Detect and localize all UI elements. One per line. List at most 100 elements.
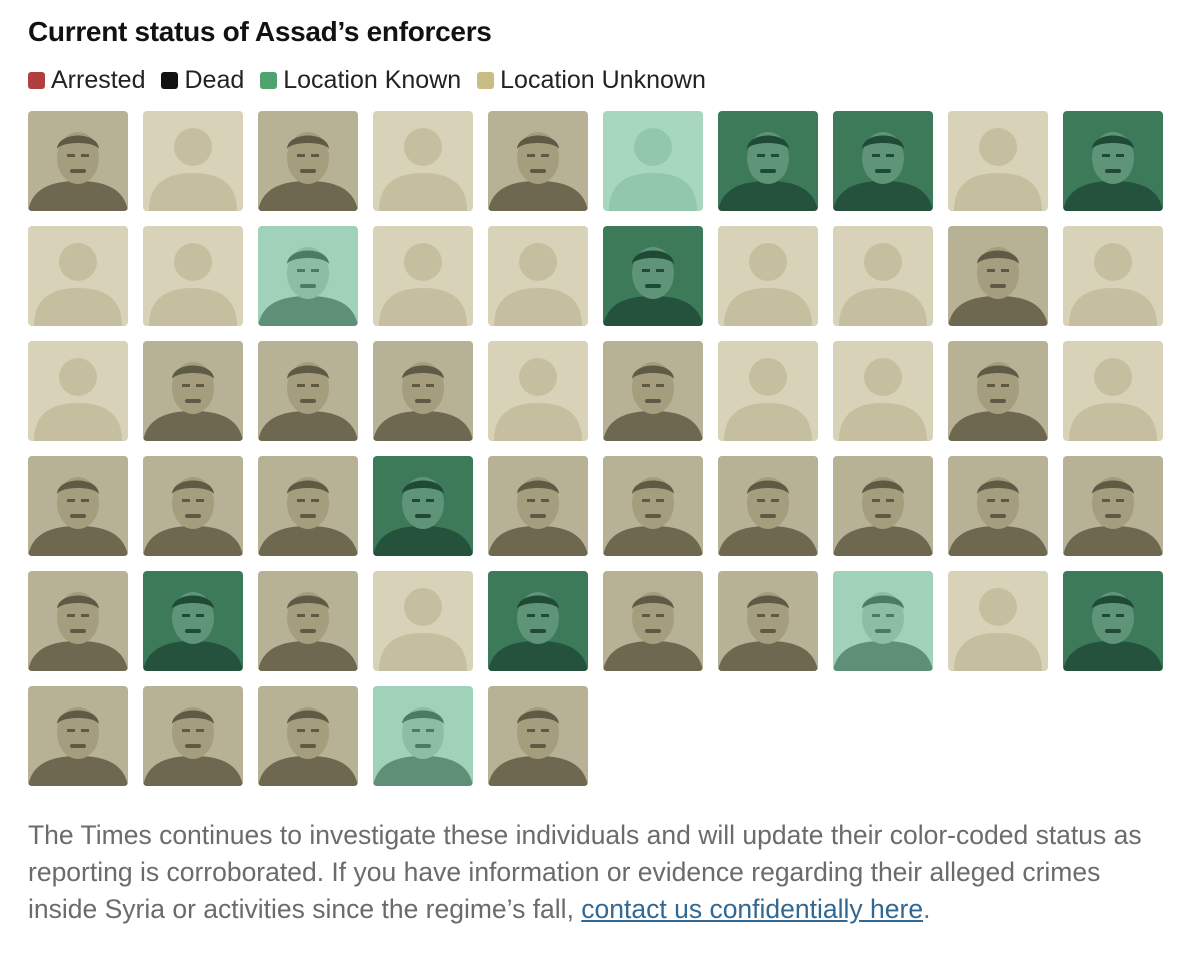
portrait-image-icon xyxy=(718,226,818,326)
placeholder-portrait-unknown xyxy=(833,341,933,441)
placeholder-portrait-unknown xyxy=(373,571,473,671)
portrait-image-icon xyxy=(833,341,933,441)
portrait-image-icon xyxy=(833,226,933,326)
placeholder-portrait-unknown xyxy=(948,111,1048,211)
footnote-text: The Times continues to investigate these… xyxy=(28,820,1142,924)
placeholder-portrait-unknown xyxy=(1063,341,1163,441)
legend-swatch-dead xyxy=(161,72,179,89)
portrait-location-unknown xyxy=(1063,456,1163,556)
portrait-location-unknown xyxy=(948,226,1048,326)
legend-swatch-location-known xyxy=(260,72,278,89)
portrait-location-unknown xyxy=(28,456,128,556)
portrait-image-icon xyxy=(1063,571,1163,671)
portrait-location-known xyxy=(718,111,818,211)
portrait-image-icon xyxy=(28,571,128,671)
portrait-location-known xyxy=(373,686,473,786)
portrait-location-known xyxy=(1063,571,1163,671)
portrait-image-icon xyxy=(488,571,588,671)
status-legend: Arrested Dead Location Known Location Un… xyxy=(28,66,722,95)
portrait-image-icon xyxy=(143,341,243,441)
portrait-location-unknown xyxy=(258,571,358,671)
portrait-location-known xyxy=(373,456,473,556)
placeholder-portrait-unknown xyxy=(28,341,128,441)
legend-item-dead: Dead xyxy=(161,66,244,95)
portrait-location-unknown xyxy=(28,571,128,671)
portrait-image-icon xyxy=(143,111,243,211)
legend-swatch-location-unknown xyxy=(477,72,495,89)
portrait-location-unknown xyxy=(143,686,243,786)
portrait-location-unknown xyxy=(143,456,243,556)
placeholder-portrait-unknown xyxy=(373,226,473,326)
placeholder-portrait-unknown xyxy=(718,341,818,441)
legend-item-arrested: Arrested xyxy=(28,66,145,95)
portrait-image-icon xyxy=(603,111,703,211)
portrait-image-icon xyxy=(373,111,473,211)
portrait-location-unknown xyxy=(603,456,703,556)
portrait-location-unknown xyxy=(143,341,243,441)
portrait-location-unknown xyxy=(488,686,588,786)
portrait-image-icon xyxy=(143,456,243,556)
legend-label-location-known: Location Known xyxy=(283,66,462,94)
portrait-image-icon xyxy=(28,456,128,556)
placeholder-portrait-unknown xyxy=(488,341,588,441)
portrait-image-icon xyxy=(488,226,588,326)
portrait-image-icon xyxy=(143,226,243,326)
portrait-location-unknown xyxy=(833,456,933,556)
chart-title: Current status of Assad’s enforcers xyxy=(28,16,492,47)
contact-link[interactable]: contact us confidentially here xyxy=(581,894,924,924)
portrait-location-known xyxy=(488,571,588,671)
portrait-image-icon xyxy=(718,341,818,441)
portrait-image-icon xyxy=(948,226,1048,326)
portrait-image-icon xyxy=(948,341,1048,441)
placeholder-portrait-unknown xyxy=(28,226,128,326)
portrait-image-icon xyxy=(833,111,933,211)
placeholder-portrait-unknown xyxy=(143,111,243,211)
portrait-image-icon xyxy=(28,686,128,786)
portrait-location-unknown xyxy=(948,456,1048,556)
portrait-image-icon xyxy=(373,571,473,671)
legend-label-location-unknown: Location Unknown xyxy=(500,66,706,94)
portrait-image-icon xyxy=(28,226,128,326)
placeholder-portrait-known xyxy=(603,111,703,211)
footnote: The Times continues to investigate these… xyxy=(28,817,1148,928)
placeholder-portrait-unknown xyxy=(833,226,933,326)
portrait-image-icon xyxy=(488,341,588,441)
portrait-location-known xyxy=(603,226,703,326)
portrait-image-icon xyxy=(718,456,818,556)
portrait-location-unknown xyxy=(258,111,358,211)
portrait-location-unknown xyxy=(373,341,473,441)
portrait-image-icon xyxy=(1063,341,1163,441)
portrait-image-icon xyxy=(373,226,473,326)
portrait-image-icon xyxy=(948,456,1048,556)
portrait-location-known xyxy=(258,226,358,326)
portrait-image-icon xyxy=(1063,226,1163,326)
portrait-location-unknown xyxy=(258,456,358,556)
portrait-image-icon xyxy=(833,456,933,556)
portrait-image-icon xyxy=(373,341,473,441)
footnote-end: . xyxy=(923,894,931,924)
portrait-image-icon xyxy=(603,571,703,671)
portrait-image-icon xyxy=(258,341,358,441)
portrait-location-unknown xyxy=(488,456,588,556)
legend-label-arrested: Arrested xyxy=(51,66,146,94)
portrait-location-unknown xyxy=(718,571,818,671)
portrait-image-icon xyxy=(488,686,588,786)
portrait-image-icon xyxy=(718,111,818,211)
portrait-location-known xyxy=(143,571,243,671)
placeholder-portrait-unknown xyxy=(948,571,1048,671)
portrait-image-icon xyxy=(948,571,1048,671)
portrait-image-icon xyxy=(488,111,588,211)
placeholder-portrait-unknown xyxy=(373,111,473,211)
portrait-location-unknown xyxy=(258,686,358,786)
portrait-location-unknown xyxy=(603,341,703,441)
portrait-location-known xyxy=(833,111,933,211)
portrait-location-unknown xyxy=(948,341,1048,441)
portrait-image-icon xyxy=(258,456,358,556)
portrait-image-icon xyxy=(28,341,128,441)
legend-swatch-arrested xyxy=(28,72,45,89)
portrait-image-icon xyxy=(373,456,473,556)
portrait-image-icon xyxy=(603,341,703,441)
portrait-location-known xyxy=(1063,111,1163,211)
portrait-location-unknown xyxy=(28,111,128,211)
portrait-image-icon xyxy=(28,111,128,211)
